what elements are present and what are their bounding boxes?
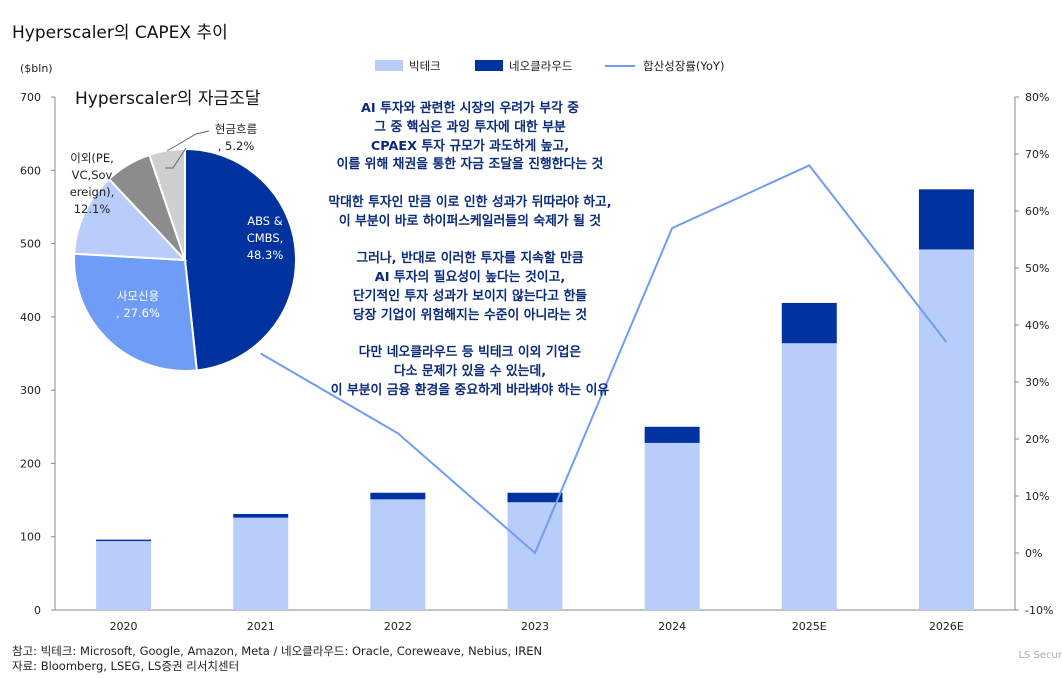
y2-tick-label: 40%	[1025, 319, 1049, 332]
bar-neocloud	[233, 513, 289, 518]
bar-bigtech	[233, 517, 289, 610]
bar-neocloud	[96, 539, 152, 542]
x-tick-label: 2022	[384, 620, 412, 633]
y2-tick-label: 10%	[1025, 490, 1049, 503]
legend-label: 네오클라우드	[509, 59, 572, 73]
legend-swatch	[375, 60, 403, 71]
legend-label: 합산성장률(YoY)	[643, 59, 724, 73]
pie-label: ABS & CMBS, 48.3%	[247, 214, 284, 262]
x-tick-label: 2026E	[929, 620, 964, 633]
pie-slice	[184, 147, 297, 372]
pie-slice	[73, 177, 188, 262]
y-tick-label: 200	[20, 457, 41, 470]
y2-tick-label: 80%	[1025, 91, 1049, 104]
x-tick-label: 2021	[247, 620, 275, 633]
annotation-paragraph: 그러나, 반대로 이러한 투자를 지속할 만큼 AI 투자의 필요성이 높다는 …	[352, 251, 588, 323]
y-tick-label: 100	[20, 531, 41, 544]
x-tick-label: 2025E	[792, 620, 827, 633]
y-tick-label: 0	[34, 604, 41, 617]
bar-bigtech	[781, 343, 837, 610]
annotation-paragraph: 다만 네오클라우드 등 빅테크 이외 기업은 다소 문제가 있을 수 있는데, …	[330, 345, 610, 398]
annotation-text: AI 투자와 관련한 시장의 우려가 부각 중 그 중 핵심은 과잉 투자에 대…	[290, 100, 650, 420]
y2-tick-label: 30%	[1025, 376, 1049, 389]
bar-neocloud	[644, 426, 700, 443]
x-tick-label: 2020	[110, 620, 138, 633]
y2-tick-label: 0%	[1025, 547, 1042, 560]
bar-neocloud	[370, 492, 426, 500]
brand-watermark: LS Secur	[1018, 650, 1062, 661]
y-tick-label: 300	[20, 384, 41, 397]
y-tick-label: 600	[20, 164, 41, 177]
bar-bigtech	[507, 502, 563, 610]
y-tick-label: 700	[20, 91, 41, 104]
annotation-paragraph: 막대한 투자인 만큼 이로 인한 성과가 뒤따라야 하고, 이 부분이 바로 하…	[328, 194, 612, 229]
bar-bigtech	[370, 499, 426, 610]
bar-bigtech	[918, 249, 974, 611]
footnote-reference: 참고: 빅테크: Microsoft, Google, Amazon, Meta…	[12, 644, 543, 658]
pie-leader-line	[165, 147, 187, 169]
annotation-paragraph: AI 투자와 관련한 시장의 우려가 부각 중 그 중 핵심은 과잉 투자에 대…	[336, 101, 604, 173]
footnote-source: 자료: Bloomberg, LSEG, LS증권 리서치센터	[12, 659, 240, 673]
x-tick-label: 2024	[658, 620, 686, 633]
yoy-line	[260, 164, 948, 555]
y2-tick-label: 50%	[1025, 262, 1049, 275]
legend-label: 빅테크	[409, 59, 441, 73]
x-tick-label: 2023	[521, 620, 549, 633]
y2-tick-label: 70%	[1025, 148, 1049, 161]
bar-neocloud	[507, 492, 563, 503]
y-axis-label: ($bln)	[20, 62, 53, 75]
bar-neocloud	[781, 302, 837, 344]
bar-bigtech	[644, 442, 700, 610]
pie-leader-line	[166, 130, 210, 152]
y2-tick-label: 60%	[1025, 205, 1049, 218]
pie-slice	[73, 252, 198, 372]
bar-bigtech	[96, 541, 152, 610]
pie-label: 사모신용, 27.6%	[116, 289, 160, 320]
chart-title: Hyperscaler의 CAPEX 추이	[12, 23, 228, 43]
pie-label: 이외(PE, VC,Sov ereign), 12.1%	[70, 151, 115, 216]
pie-label: 현금흐름, 5.2%	[215, 122, 257, 153]
y-tick-label: 400	[20, 311, 41, 324]
pie-title: Hyperscaler의 자금조달	[75, 89, 261, 109]
legend-swatch	[475, 60, 503, 71]
y2-tick-label: 20%	[1025, 433, 1049, 446]
y2-tick-label: -10%	[1025, 604, 1053, 617]
bar-neocloud	[918, 189, 974, 250]
y-tick-label: 500	[20, 238, 41, 251]
